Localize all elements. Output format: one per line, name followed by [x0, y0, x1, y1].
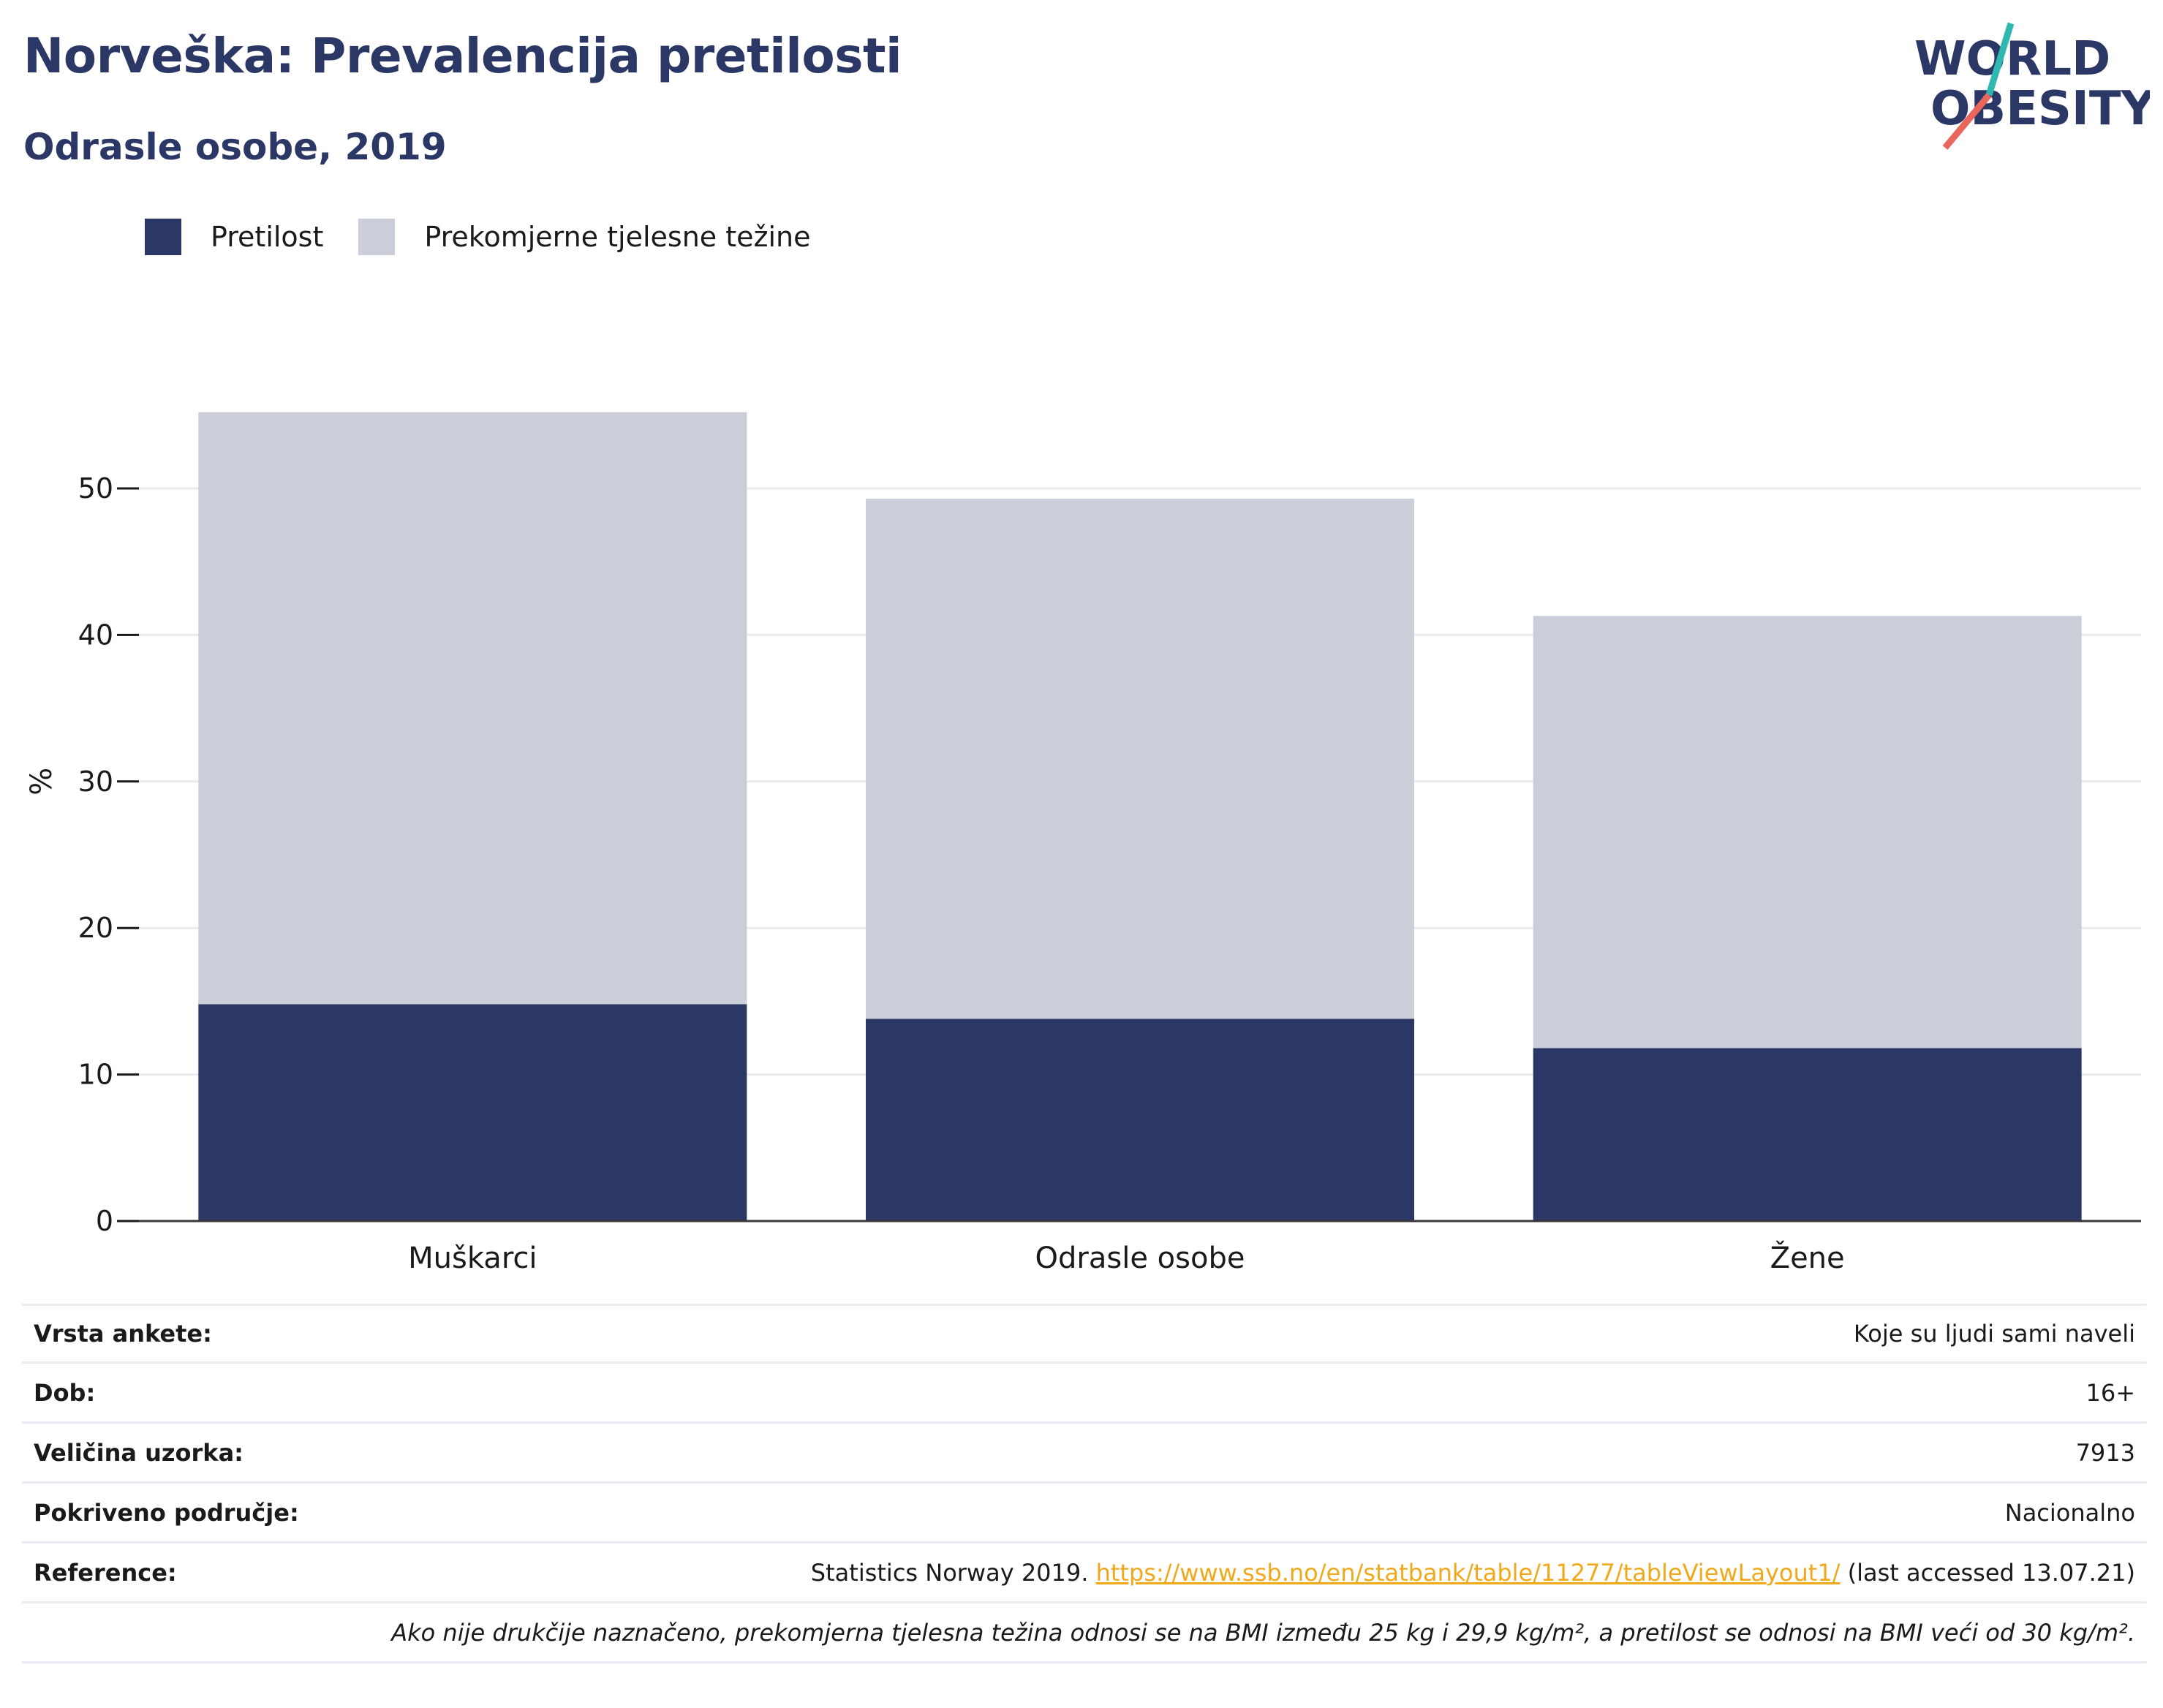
- legend-swatch-overweight: [358, 219, 396, 255]
- x-tick-label: Žene: [1770, 1240, 1845, 1272]
- stacked-bar-chart: 0 10 20 30 40 50% Muškarci Odrasle osobe Žene: [25, 412, 2141, 1272]
- y-tick-label: 10: [78, 1059, 113, 1091]
- logo-line1: WORLD: [1914, 32, 2110, 86]
- info-value: 7913: [2075, 1438, 2135, 1467]
- info-key: Pokriveno područje:: [34, 1498, 299, 1527]
- reference-link[interactable]: https://www.ssb.no/en/statbank/table/112…: [1095, 1558, 1841, 1587]
- logo-line2: OBESITY: [1930, 82, 2150, 136]
- x-tick-label: Odrasle osobe: [1035, 1242, 1245, 1272]
- y-axis-label: %: [25, 768, 58, 796]
- bar-obesity: [1533, 1048, 2082, 1221]
- info-key: Reference:: [34, 1558, 177, 1587]
- legend-item-overweight[interactable]: Prekomjerne tjelesne težine: [358, 219, 811, 255]
- bar-obesity: [866, 1019, 1414, 1221]
- survey-info-table: Vrsta ankete: Koje su ljudi sami naveli …: [22, 1304, 2147, 1663]
- info-key: Vrsta ankete:: [34, 1320, 212, 1348]
- bar-overweight: [1533, 616, 2082, 1048]
- info-row-survey-type: Vrsta ankete: Koje su ljudi sami naveli: [22, 1304, 2147, 1364]
- info-value: 16+: [2085, 1378, 2135, 1407]
- bar-overweight: [866, 499, 1414, 1019]
- reference-prefix: Statistics Norway 2019.: [810, 1558, 1096, 1587]
- y-tick-label: 50: [78, 472, 113, 505]
- legend-swatch-obesity: [145, 219, 181, 255]
- info-row-note: Ako nije drukčije naznačeno, prekomjerna…: [22, 1603, 2147, 1663]
- chart-legend: Pretilost Prekomjerne tjelesne težine: [145, 215, 846, 259]
- info-key: Dob:: [34, 1378, 96, 1407]
- legend-label-overweight: Prekomjerne tjelesne težine: [424, 221, 811, 253]
- y-tick-label: 30: [78, 766, 113, 798]
- info-row-sample-size: Veličina uzorka: 7913: [22, 1424, 2147, 1484]
- reference-value: Statistics Norway 2019. https://www.ssb.…: [811, 1559, 2135, 1587]
- legend-item-obesity[interactable]: Pretilost: [145, 219, 323, 255]
- page-subtitle: Odrasle osobe, 2019: [23, 126, 447, 168]
- page-title: Norveška: Prevalencija pretilosti: [23, 28, 902, 84]
- y-tick-label: 0: [96, 1205, 113, 1237]
- info-row-coverage: Pokriveno područje: Nacionalno: [22, 1484, 2147, 1543]
- info-value: Nacionalno: [2004, 1498, 2135, 1527]
- x-tick-label: Muškarci: [408, 1242, 537, 1272]
- logo-slash-teal: [1985, 22, 2015, 97]
- bar-obesity: [198, 1004, 747, 1221]
- y-tick-label: 40: [78, 619, 113, 651]
- info-row-age: Dob: 16+: [22, 1364, 2147, 1424]
- bmi-note: Ako nije drukčije naznačeno, prekomjerna…: [391, 1618, 2135, 1647]
- world-obesity-logo: WORLD OBESITY: [1914, 22, 2150, 150]
- bar-overweight: [198, 412, 747, 1005]
- info-value: Koje su ljudi sami naveli: [1853, 1320, 2135, 1348]
- y-tick-label: 20: [78, 912, 113, 944]
- logo-slash-red: [1942, 93, 1992, 150]
- legend-label-obesity: Pretilost: [211, 221, 324, 253]
- info-key: Veličina uzorka:: [34, 1438, 244, 1467]
- reference-suffix: (last accessed 13.07.21): [1840, 1558, 2135, 1587]
- info-row-reference: Reference: Statistics Norway 2019. https…: [22, 1543, 2147, 1603]
